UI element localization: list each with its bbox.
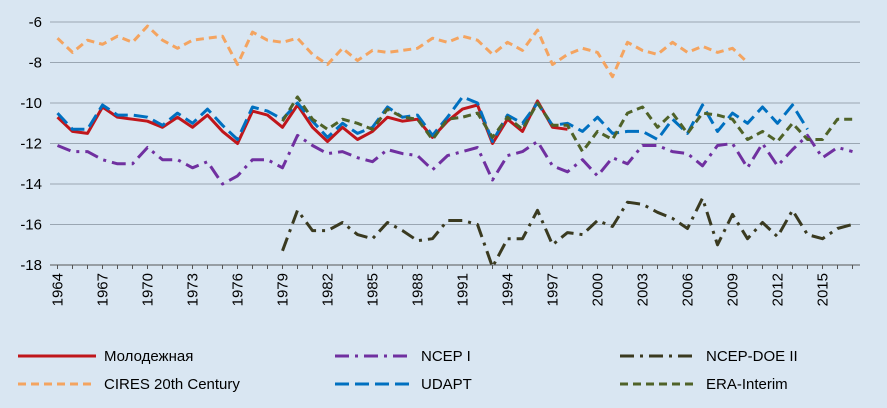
legend-label: UDAPT [421,376,472,393]
y-tick-label: -18 [20,257,42,274]
legend: Молодежная NCEP I NCEP-DOE II CIRES 20th Ce… [18,348,798,393]
series-line-1 [56,133,853,186]
series-line-5 [281,95,853,154]
x-tick-label: 1976 [230,273,247,306]
x-tick-label: 1967 [95,273,112,306]
x-tick-label: 1994 [500,273,517,306]
series-lines [56,24,853,269]
y-tick-label: -6 [29,14,42,31]
x-tick-label: 2012 [770,273,787,306]
x-tick-label: 1973 [185,273,202,306]
x-tick-label: 1970 [140,273,157,306]
legend-label: NCEP-DOE II [706,348,798,365]
y-tick-label: -14 [20,176,42,193]
x-tick-label: 1982 [320,273,337,306]
x-tick-label: 1985 [365,273,382,306]
x-tick-label: 1964 [50,273,67,306]
x-tick-label: 1997 [545,273,562,306]
y-tick-label: -16 [20,217,42,234]
y-tick-label: -12 [20,136,42,153]
legend-label: CIRES 20th Century [104,376,240,393]
x-tick-label: 1979 [275,273,292,306]
gridlines [50,21,860,266]
x-tick-label: 2003 [635,273,652,306]
legend-label: NCEP I [421,348,471,365]
x-tick-label: 2000 [590,273,607,306]
x-tick-label: 2006 [680,273,697,306]
series-line-2 [281,196,853,269]
x-tick-label: 2009 [725,273,742,306]
y-tick-label: -8 [29,55,42,72]
x-tick-label: 1988 [410,273,427,306]
series-line-4 [56,95,809,143]
legend-label: ERA-Interim [706,376,788,393]
series-line-3 [56,24,749,79]
x-tick-label: 1991 [455,273,472,306]
legend-label: Молодежная [104,348,193,365]
axes: -6 -8 -10 -12 -14 -16 -18 1964 1967 1970 1973 1976 1… [20,14,860,306]
y-tick-label: -10 [20,95,42,112]
x-tick-label: 2015 [815,273,832,306]
